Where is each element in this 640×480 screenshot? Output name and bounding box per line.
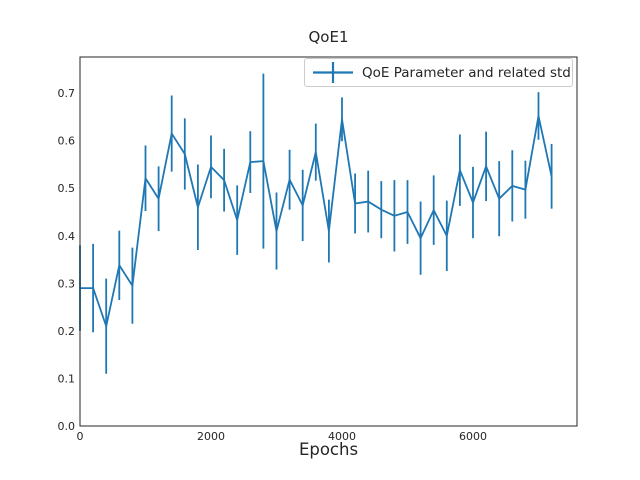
x-tick-label: 2000 <box>197 430 225 443</box>
data-line <box>80 115 553 328</box>
y-tick-label: 0.3 <box>58 277 76 290</box>
y-tick-label: 0.6 <box>58 135 76 148</box>
y-tick-label: 0.4 <box>58 230 76 243</box>
y-tick-label: 0.0 <box>58 420 76 433</box>
chart-title: QoE1 <box>308 28 349 46</box>
x-tick-label: 4000 <box>328 430 356 443</box>
x-tick-label: 6000 <box>459 430 487 443</box>
errorbar-legend-glyph <box>313 62 353 83</box>
legend: QoE Parameter and related std <box>304 58 573 87</box>
axes-spines <box>79 56 578 427</box>
y-tick-label: 0.7 <box>58 87 76 100</box>
y-tick-label: 0.2 <box>58 325 76 338</box>
x-axis-label: Epochs <box>298 440 359 459</box>
y-tick-label: 0.1 <box>58 372 76 385</box>
y-tick-label: 0.5 <box>58 182 76 195</box>
legend-label: QoE Parameter and related std <box>362 64 571 81</box>
x-tick-label: 0 <box>77 430 84 443</box>
